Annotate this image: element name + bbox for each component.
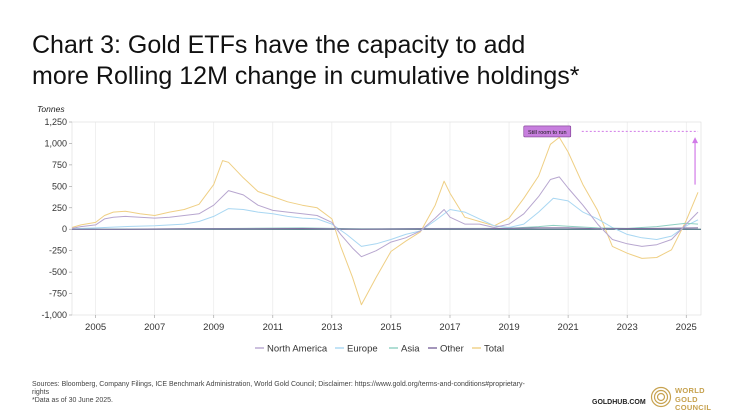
series-line-other <box>72 227 699 230</box>
sources-note: Sources: Bloomberg, Company Filings, ICE… <box>32 381 552 405</box>
sources-line-2: rights <box>32 389 50 396</box>
y-axis: -1,000 -750 -500 -250 0 250 500 750 1,000 1,250 To… <box>37 104 72 320</box>
x-tick-label: 2013 <box>321 322 342 333</box>
y-tick-label: 1,250 <box>44 117 67 127</box>
y-tick-label: 750 <box>52 160 67 170</box>
series-layer <box>71 136 699 306</box>
x-tick-label: 2007 <box>144 322 165 333</box>
annotation-label-box <box>523 125 572 138</box>
sources-line-1: Sources: Bloomberg, Company Filings, ICE… <box>32 381 525 388</box>
wgc-logo-icon <box>650 386 672 408</box>
y-tick-label: -750 <box>49 289 67 299</box>
x-tick-label: 2025 <box>676 322 697 333</box>
wgc-logo-text: WORLD GOLD COUNCIL <box>675 386 735 413</box>
series-line-europe <box>71 197 699 247</box>
chart-title-line-1: Chart 3: Gold ETFs have the capacity to … <box>32 31 526 59</box>
legend-label: Asia <box>401 344 420 355</box>
y-tick-label: 1,000 <box>44 138 67 148</box>
legend-label: North America <box>267 344 328 355</box>
annotation-label: Still room to run <box>528 130 567 136</box>
x-tick-label: 2023 <box>617 322 638 333</box>
x-axis: 2005 2007 2009 2011 2013 2015 2017 2019 2021 2023… <box>85 315 697 333</box>
legend-label: Europe <box>347 344 378 355</box>
x-tick-label: 2011 <box>263 322 283 333</box>
chart-legend: North America Europe Asia Other Total <box>255 344 504 355</box>
y-axis-label: Tonnes <box>37 104 65 114</box>
y-tick-label: 0 <box>62 224 67 234</box>
annotation-layer: Still room to run <box>523 125 699 185</box>
x-tick-label: 2005 <box>85 322 106 333</box>
y-tick-label: -1,000 <box>41 310 67 320</box>
x-tick-label: 2021 <box>558 322 579 333</box>
legend-label: Other <box>440 344 464 355</box>
annotation-arrow-head <box>692 137 699 144</box>
x-tick-label: 2017 <box>439 322 460 333</box>
goldhub-link[interactable]: GOLDHUB.COM <box>592 399 646 406</box>
y-tick-label: -500 <box>49 267 67 277</box>
chart-title-line-2: more Rolling 12M change in cumulative ho… <box>32 62 580 90</box>
logo-line-3: COUNCIL <box>675 403 712 412</box>
x-tick-label: 2009 <box>203 322 224 333</box>
logo-line-2: GOLD <box>675 394 698 404</box>
plot-area-frame <box>71 121 702 316</box>
y-tick-label: 250 <box>52 203 67 213</box>
legend-label: Total <box>484 344 504 355</box>
line-chart: Still room to run -1,000 -750 -500 -250 0 250… <box>37 104 702 355</box>
y-tick-label: -250 <box>49 246 67 256</box>
chart-title: Chart 3: Gold ETFs have the capacity to … <box>32 30 712 92</box>
x-tick-label: 2019 <box>498 322 519 333</box>
y-tick-label: 500 <box>52 181 67 191</box>
series-line-total <box>71 136 699 306</box>
chart-grid <box>71 121 702 316</box>
x-tick-label: 2015 <box>380 322 401 333</box>
data-date-note: *Data as of 30 June 2025. <box>32 397 113 404</box>
series-line-north-america <box>71 176 699 258</box>
logo-line-1: WORLD <box>675 386 705 395</box>
